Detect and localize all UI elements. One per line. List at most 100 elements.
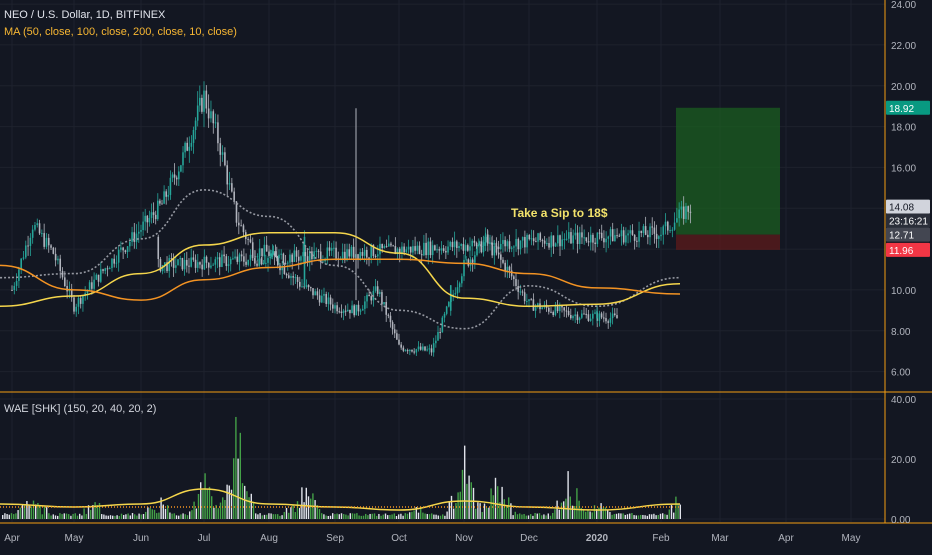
wae-bar [675, 496, 677, 519]
candle-body [228, 183, 231, 185]
candle-body [190, 142, 193, 147]
candle-body [484, 236, 487, 246]
candle-body [471, 240, 473, 247]
candle-body [636, 240, 638, 242]
candle-body [221, 254, 223, 267]
candle-body [596, 232, 599, 245]
candle-body [249, 254, 252, 260]
candle-body [647, 234, 649, 238]
time-axis-label: Apr [4, 533, 20, 544]
wae-legend[interactable]: WAE [SHK] (150, 20, 40, 20, 2) [4, 403, 157, 415]
wae-bar [327, 515, 329, 519]
candle-body [344, 310, 347, 312]
candle-body [308, 251, 311, 263]
wae-bar [186, 515, 189, 519]
candle-body [407, 246, 410, 250]
candle-body [574, 314, 576, 317]
candle-body [594, 312, 596, 314]
wae-bar [398, 514, 400, 519]
candle-body [175, 265, 177, 268]
candle-body [570, 232, 572, 244]
candle-body [335, 247, 337, 259]
wae-bar [367, 515, 369, 519]
candle-body [431, 245, 434, 256]
wae-bar [334, 514, 336, 519]
wae-bar [653, 513, 655, 519]
candle-body [521, 237, 524, 241]
candle-body [603, 238, 605, 243]
candle-body [236, 256, 239, 262]
candle-body [403, 246, 405, 253]
candle-body [682, 206, 685, 219]
candle-body [678, 209, 680, 219]
ma-legend[interactable]: MA (50, close, 100, close, 200, close, 1… [4, 26, 237, 38]
candle-body [420, 254, 423, 256]
wae-bar [472, 487, 475, 519]
price-tag-label: 23:16:21 [889, 217, 928, 228]
wae-bar [354, 513, 356, 519]
candle-body [550, 311, 552, 313]
candle-body [295, 250, 298, 257]
time-axis-label: Jun [133, 533, 149, 544]
wae-bar [46, 507, 48, 519]
wae-bar [373, 513, 376, 519]
candle-body [79, 298, 82, 304]
wae-bar [618, 513, 620, 519]
candle-body [409, 246, 412, 253]
candle-body [180, 165, 182, 172]
candle-body [467, 245, 469, 251]
candle-body [146, 215, 149, 223]
wae-bar [512, 515, 514, 519]
wae-bar [646, 515, 648, 519]
candle-body [269, 256, 272, 259]
candle-body [238, 222, 240, 226]
wae-bar [626, 514, 629, 519]
candle-body [258, 258, 261, 266]
wae-bar [167, 505, 169, 519]
candle-body [477, 244, 480, 246]
candle-body [140, 230, 142, 232]
wae-bar [318, 509, 321, 519]
wae-bar [369, 513, 371, 519]
candle-body [285, 273, 288, 276]
candle-body [357, 304, 360, 312]
candle-body [508, 241, 511, 249]
candle-body [572, 235, 574, 244]
wae-bar [481, 511, 483, 519]
symbol-title[interactable]: NEO / U.S. Dollar, 1D, BITFINEX [4, 9, 166, 21]
candle-body [216, 257, 219, 260]
candle-body [530, 238, 533, 240]
candle-body [425, 242, 427, 256]
wae-bar [560, 502, 563, 519]
wae-bar [281, 515, 283, 519]
candle-body [434, 245, 436, 251]
wae-bar [677, 503, 679, 519]
wae-bar [81, 515, 83, 519]
wae-bar [74, 513, 76, 519]
candle-body [262, 262, 265, 265]
wae-bar [461, 469, 464, 519]
candle-body [352, 246, 355, 258]
wae-bar [642, 514, 644, 519]
wae-bar [679, 504, 681, 519]
candle-body [170, 258, 173, 260]
candle-body [154, 214, 157, 220]
wae-bar [532, 515, 534, 519]
wae-bar [261, 515, 263, 519]
candle-body [212, 111, 215, 124]
candle-body [124, 250, 127, 253]
candle-body [61, 270, 64, 278]
candle-body [411, 349, 413, 352]
wae-bar [129, 515, 131, 519]
candle-body [607, 236, 610, 239]
wae-bar [268, 513, 270, 519]
wae-bar [57, 515, 59, 519]
candle-body [583, 313, 585, 315]
wae-bar [501, 486, 503, 519]
wae-bar [160, 497, 162, 519]
candle-body [600, 313, 603, 318]
candle-body [341, 251, 344, 260]
wae-bar [48, 513, 50, 519]
